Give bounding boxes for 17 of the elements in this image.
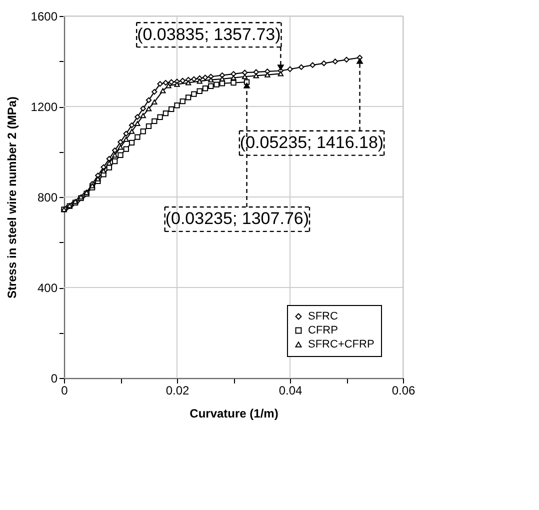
legend-label: SFRC+CFRP	[308, 338, 374, 350]
x-tick-label: 0.06	[392, 384, 416, 398]
y-tick-label: 1600	[30, 10, 58, 24]
y-axis-title: Stress in steel wire number 2 (MPa)	[4, 96, 19, 299]
x-tick-label: 0	[61, 384, 68, 398]
x-tick-label: 0.04	[278, 384, 302, 398]
y-tick-label: 400	[37, 281, 58, 295]
x-axis-title: Curvature (1/m)	[190, 406, 278, 420]
annotation: (0.03235; 1307.76)	[165, 209, 310, 228]
y-tick-label: 800	[37, 190, 58, 204]
annotation: (0.05235; 1416.18)	[240, 133, 384, 152]
x-tick-label: 0.02	[166, 384, 190, 398]
legend-label: CFRP	[308, 324, 338, 336]
y-tick-label: 0	[50, 372, 58, 386]
annotation: (0.03835; 1357.73)	[137, 24, 281, 44]
legend-label: SFRC	[308, 310, 338, 322]
y-tick-label: 1200	[30, 100, 58, 114]
